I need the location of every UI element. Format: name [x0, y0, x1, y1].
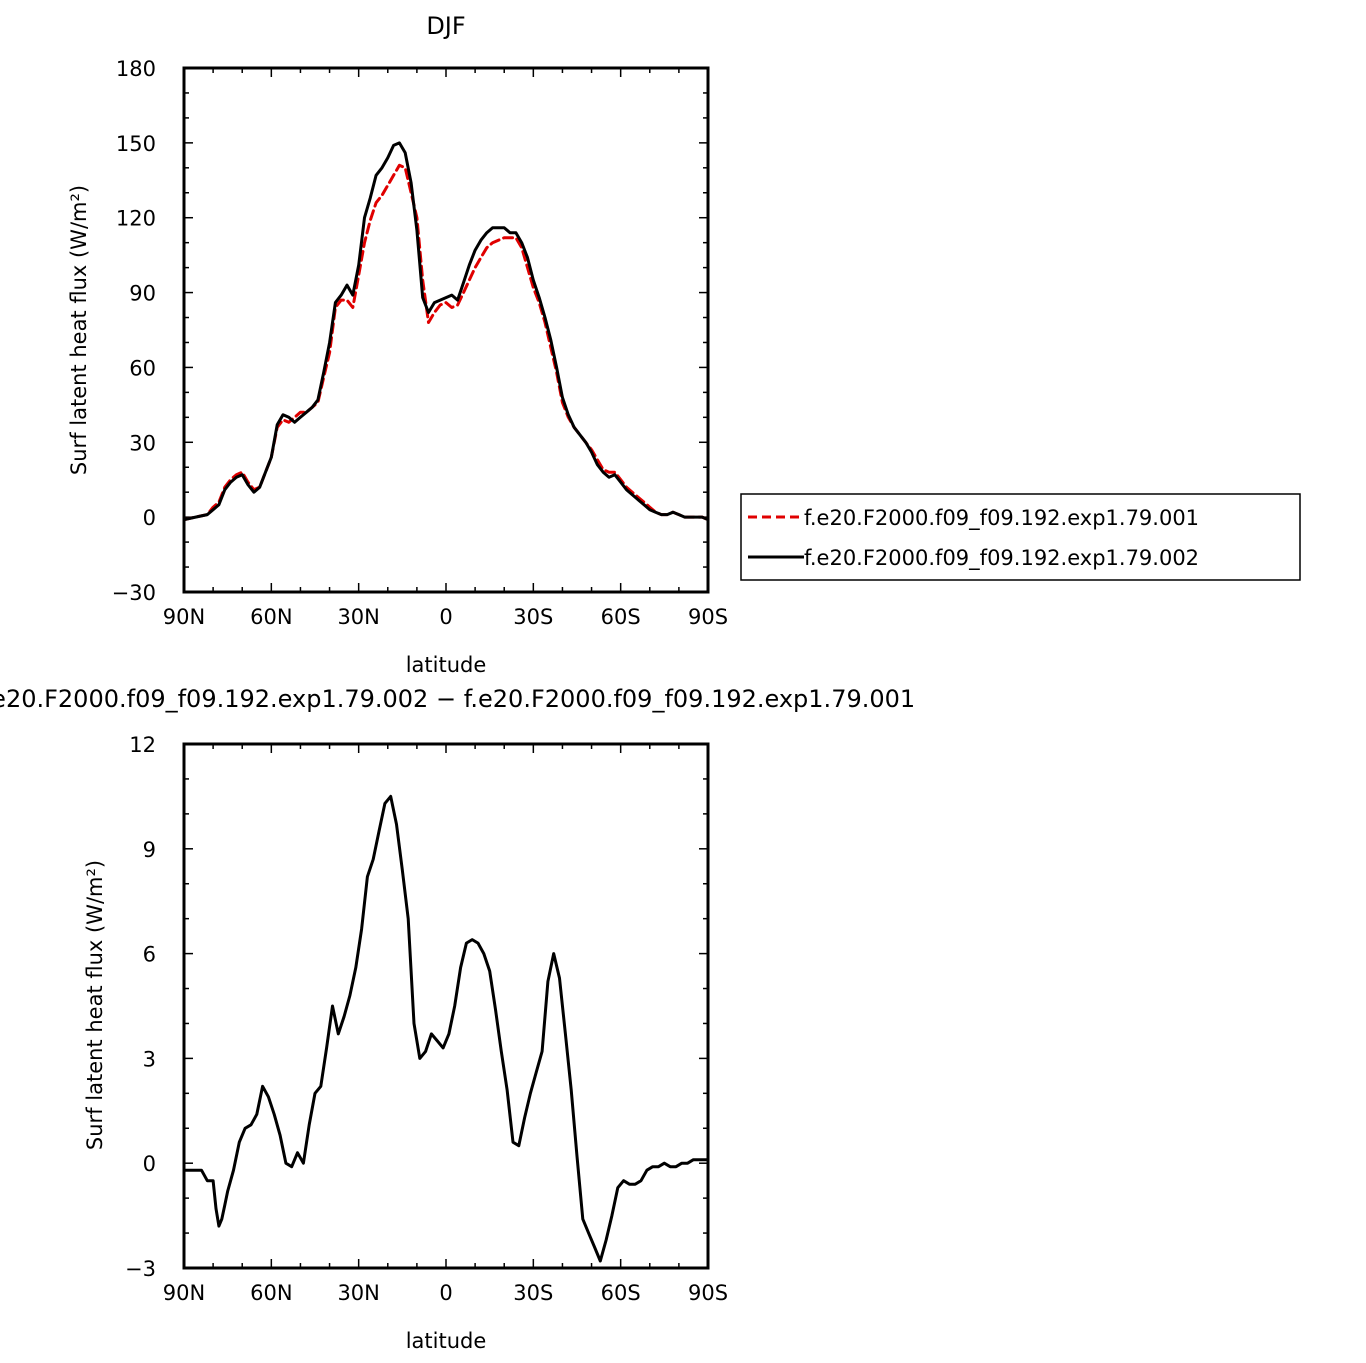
y-tick-label: 30: [129, 431, 156, 455]
x-tick-label: 90N: [163, 1281, 205, 1305]
bottom-chart-xlabel: latitude: [406, 1329, 487, 1353]
bottom-chart-ylabel: Surf latent heat flux (W/m²): [83, 860, 107, 1150]
y-tick-label: 6: [143, 943, 156, 967]
x-tick-label: 30N: [337, 605, 379, 629]
bottom-chart-frame: [182, 742, 710, 1270]
y-tick-label: 60: [129, 356, 156, 380]
x-tick-label: 60S: [601, 605, 641, 629]
x-tick-label: 90S: [688, 605, 728, 629]
x-tick-label: 0: [439, 605, 452, 629]
y-tick-label: 12: [129, 733, 156, 757]
series-line-2: [182, 141, 710, 522]
y-tick-label: 0: [143, 506, 156, 530]
top-chart-xlabel: latitude: [406, 653, 487, 677]
series-line-1: [182, 794, 710, 1263]
x-tick-label: 60N: [250, 605, 292, 629]
series-line-1: [182, 163, 710, 522]
legend-label-series-2: f.e20.F2000.f09_f09.192.exp1.79.002: [804, 546, 1199, 571]
bottom-chart: f.e20.F2000.f09_f09.192.exp1.79.002 − f.…: [0, 685, 915, 1353]
top-chart-series: [182, 141, 710, 522]
y-tick-label: −30: [112, 581, 156, 605]
top-chart-axes: 90N 60N 30N 0 30S 60S 90S −30 0 30 60 90 120 150 180: [112, 57, 728, 629]
y-tick-label: 0: [143, 1152, 156, 1176]
top-chart-ylabel: Surf latent heat flux (W/m²): [67, 185, 91, 475]
x-tick-label: 60S: [601, 1281, 641, 1305]
y-tick-label: 9: [143, 838, 156, 862]
y-tick-label: 150: [116, 132, 156, 156]
y-tick-label: −3: [125, 1257, 156, 1281]
y-tick-label: 90: [129, 282, 156, 306]
bottom-chart-title: f.e20.F2000.f09_f09.192.exp1.79.002 − f.…: [0, 685, 915, 713]
y-tick-label: 120: [116, 207, 156, 231]
legend-label-series-1: f.e20.F2000.f09_f09.192.exp1.79.001: [804, 506, 1199, 531]
plot-frame: [182, 742, 710, 1270]
legend: f.e20.F2000.f09_f09.192.exp1.79.001 f.e2…: [740, 493, 1301, 581]
bottom-chart-axes: 90N 60N 30N 0 30S 60S 90S −3 0 3 6 9 12: [125, 733, 728, 1305]
x-tick-label: 30S: [513, 605, 553, 629]
top-chart-frame: [182, 66, 710, 594]
bottom-chart-series: [182, 794, 710, 1263]
x-tick-label: 0: [439, 1281, 452, 1305]
x-tick-label: 90N: [163, 605, 205, 629]
x-tick-label: 30N: [337, 1281, 379, 1305]
top-chart-title: DJF: [426, 12, 465, 40]
y-tick-label: 3: [143, 1047, 156, 1071]
plot-frame: [182, 66, 710, 594]
legend-box: [740, 493, 1301, 581]
y-tick-label: 180: [116, 57, 156, 81]
x-tick-label: 90S: [688, 1281, 728, 1305]
x-tick-label: 30S: [513, 1281, 553, 1305]
top-chart: DJF Surf latent heat flux (W/m²) latitud…: [67, 12, 728, 677]
x-tick-label: 60N: [250, 1281, 292, 1305]
